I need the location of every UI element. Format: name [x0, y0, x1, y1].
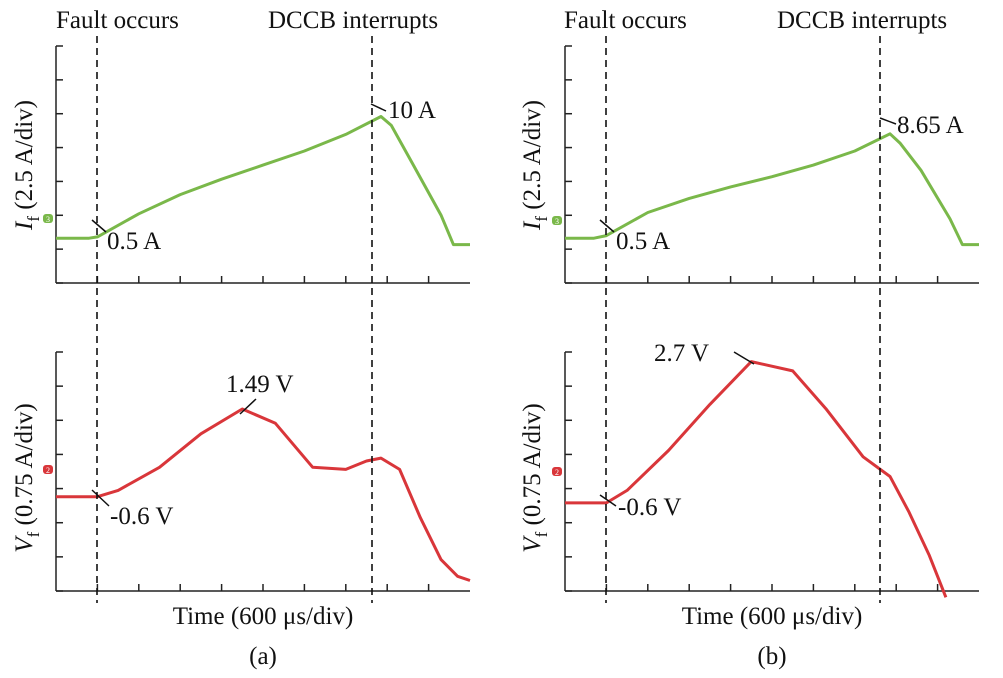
panel-b-current-start-leader [599, 219, 615, 233]
panel-a-voltage-peak-annotation: 1.49 V [226, 371, 294, 398]
panel-b-voltage-start-leader [599, 494, 617, 507]
panel-a-current-trace [56, 115, 470, 247]
panel-b-voltage-plot: 2 Vf (0.75 A/div) 2.7 V -0.6 V [519, 340, 979, 598]
panel-a-current-x-ticks [96, 276, 430, 283]
panel-a-voltage-trace [56, 407, 471, 582]
panel-b-current-y-ticks [565, 45, 572, 284]
panel-b-current-trace [565, 132, 979, 247]
svg-text:2: 2 [555, 468, 559, 477]
panel-a-voltage-start-annotation: -0.6 V [110, 503, 173, 530]
panel-b-voltage-trace [565, 360, 948, 598]
panel-a-fault-label: Fault occurs [56, 7, 179, 34]
panel-a: 3 If (2.5 A/div) 0.5 A 10 A 2 Vf (0.75 A… [11, 7, 471, 670]
panel-a-current-start-annotation: 0.5 A [107, 228, 161, 255]
panel-b-voltage-peak-annotation: 2.7 V [654, 340, 709, 367]
panel-b-current-peak-leader [879, 117, 897, 125]
panel-a-voltage-peak-leader [239, 398, 257, 415]
panel-b-current-channel-marker: 3 [552, 216, 562, 226]
panel-a-voltage-start-leader [91, 489, 110, 507]
panel-a-voltage-y-ticks [56, 351, 63, 592]
panel-a-current-y-ticks [56, 45, 63, 284]
panel-b-current-ylabel: If (2.5 A/div) [519, 100, 551, 231]
panel-b-x-axis-label: Time (600 μs/div) [682, 603, 863, 630]
panel-b-voltage-channel-marker: 2 [552, 467, 562, 477]
panel-a-interrupt-label: DCCB interrupts [268, 7, 438, 34]
panel-b-current-peak-annotation: 8.65 A [897, 112, 964, 139]
panel-a-voltage-x-ticks [96, 584, 430, 591]
panel-b-voltage-x-ticks [605, 584, 939, 591]
panel-a-caption: (a) [249, 643, 277, 670]
svg-text:2: 2 [46, 466, 50, 475]
panel-a-x-axis-label: Time (600 μs/div) [173, 603, 354, 630]
panel-a-current-peak-annotation: 10 A [388, 97, 436, 124]
svg-text:3: 3 [555, 217, 559, 226]
panel-b-current-plot: 3 If (2.5 A/div) 0.5 A 8.65 A [519, 45, 979, 284]
panel-a-current-peak-leader [370, 103, 387, 112]
panel-a-voltage-plot: 2 Vf (0.75 A/div) 1.49 V -0.6 V [11, 351, 471, 592]
svg-text:3: 3 [46, 215, 50, 224]
panel-b-interrupt-label: DCCB interrupts [777, 7, 947, 34]
panel-b-fault-label: Fault occurs [564, 7, 687, 34]
panel-b: 3 If (2.5 A/div) 0.5 A 8.65 A 2 Vf (0.75… [519, 7, 979, 670]
panel-b-voltage-y-ticks [565, 351, 572, 592]
panel-b-voltage-peak-leader [733, 351, 755, 365]
panel-b-voltage-start-annotation: -0.6 V [618, 494, 681, 521]
panel-a-voltage-ylabel: Vf (0.75 A/div) [11, 403, 43, 552]
panel-a-current-plot: 3 If (2.5 A/div) 0.5 A 10 A [11, 45, 470, 284]
panel-b-current-x-ticks [605, 276, 939, 283]
panel-b-caption: (b) [757, 643, 786, 670]
panel-b-current-start-annotation: 0.5 A [616, 228, 670, 255]
panel-b-voltage-ylabel: Vf (0.75 A/div) [519, 403, 551, 552]
panel-a-current-start-leader [91, 219, 107, 233]
panel-a-voltage-channel-marker: 2 [43, 465, 53, 475]
panel-a-current-ylabel: If (2.5 A/div) [11, 100, 43, 231]
panel-a-current-channel-marker: 3 [43, 214, 53, 224]
